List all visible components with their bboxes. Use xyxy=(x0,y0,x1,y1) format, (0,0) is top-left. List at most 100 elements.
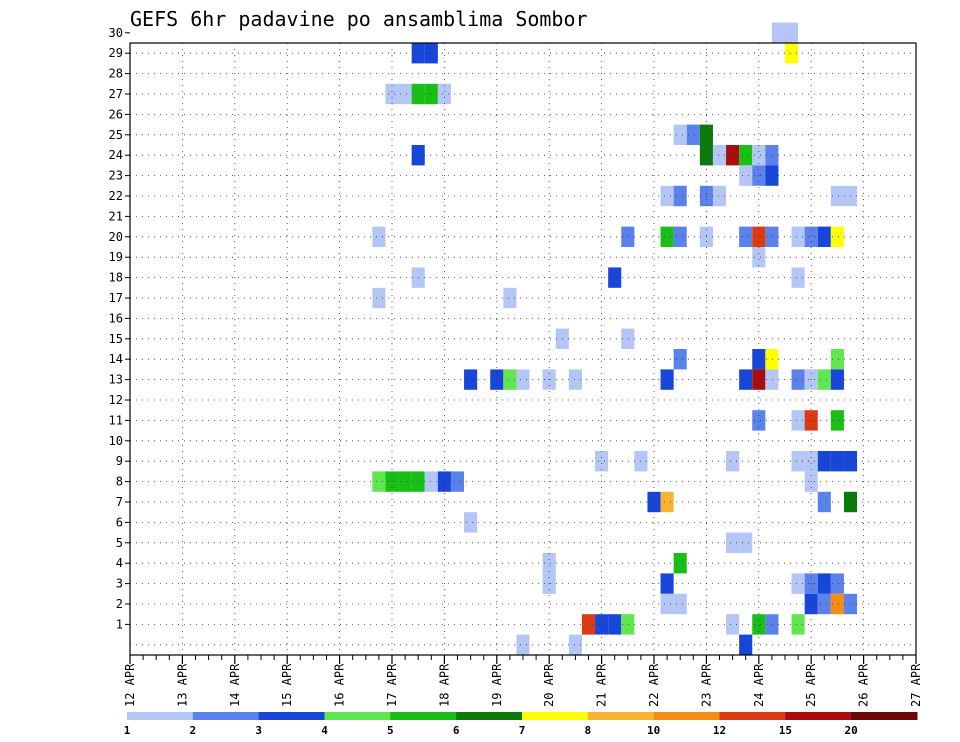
heatmap-cell xyxy=(817,226,831,247)
legend-swatch xyxy=(258,712,325,720)
heatmap-cell xyxy=(830,349,844,370)
heatmap-cell xyxy=(739,532,753,553)
heatmap-cell xyxy=(660,226,674,247)
heatmap-cell xyxy=(804,226,818,247)
y-tick-label: 20 xyxy=(109,230,123,244)
legend-swatch xyxy=(192,712,260,720)
y-axis: 1234567891011121314151617181920212223242… xyxy=(109,26,130,631)
heatmap-cell xyxy=(424,471,438,492)
legend-swatch xyxy=(785,712,852,720)
heatmap-cell xyxy=(830,573,844,594)
legend-swatch xyxy=(653,712,720,720)
y-tick-label: 3 xyxy=(116,577,123,591)
heatmap-cell xyxy=(752,614,766,635)
heatmap-cell xyxy=(503,369,517,390)
heatmap-cell xyxy=(621,226,635,247)
heatmap-cell xyxy=(739,165,753,186)
heatmap-cell xyxy=(385,83,399,105)
y-tick-label: 1 xyxy=(116,617,123,631)
legend-label: 2 xyxy=(190,724,197,737)
heatmap-cell xyxy=(673,593,687,615)
y-tick-label: 22 xyxy=(109,189,123,203)
legend-swatch xyxy=(719,712,786,720)
heatmap-cell xyxy=(765,145,779,166)
legend-label: 7 xyxy=(519,724,526,737)
legend-label: 8 xyxy=(585,724,592,737)
heatmap-cell xyxy=(464,369,478,390)
heatmap-cell xyxy=(817,451,831,472)
heatmap-cell xyxy=(424,83,438,105)
heatmap-cell xyxy=(595,614,609,635)
heatmap-cell xyxy=(660,185,674,207)
x-tick-label: 21 APR xyxy=(595,663,609,707)
heatmap-cell xyxy=(660,573,674,594)
x-tick-label: 26 APR xyxy=(857,663,871,707)
y-tick-label: 28 xyxy=(109,67,123,81)
heatmap-cell xyxy=(804,410,818,431)
heatmap-cell xyxy=(765,165,779,186)
heatmap-cell xyxy=(660,369,674,390)
heatmap-cell xyxy=(437,83,451,105)
y-tick-label: 18 xyxy=(109,271,123,285)
heatmap-cell xyxy=(712,185,727,207)
heatmap-cell xyxy=(372,226,386,247)
heatmap-cell xyxy=(712,145,727,166)
legend-label: 20 xyxy=(845,724,858,737)
heatmap-cell xyxy=(595,451,609,472)
x-tick-label: 13 APR xyxy=(175,663,189,707)
y-tick-label: 17 xyxy=(109,291,123,305)
x-tick-label: 24 APR xyxy=(752,663,766,707)
legend-swatch xyxy=(456,712,523,720)
y-tick-label: 19 xyxy=(109,250,123,264)
y-tick-label: 5 xyxy=(116,536,123,550)
y-tick-label: 6 xyxy=(116,515,123,529)
heatmap-cell xyxy=(830,369,844,390)
y-tick-label: 25 xyxy=(109,128,123,142)
heatmap-cell xyxy=(752,226,766,247)
heatmap-cell xyxy=(765,349,779,370)
heatmap-cell xyxy=(830,410,844,431)
legend-label: 12 xyxy=(713,724,726,737)
heatmap-cell xyxy=(752,145,766,166)
legend-label: 15 xyxy=(779,724,792,737)
legend-label: 10 xyxy=(647,724,660,737)
heatmap-cell xyxy=(372,471,386,492)
heatmap-cell xyxy=(568,369,582,390)
legend-swatch xyxy=(522,712,589,720)
heatmap-cell xyxy=(791,451,805,472)
y-tick-label: 12 xyxy=(109,393,123,407)
heatmap-cell xyxy=(660,593,674,615)
color-legend: 1 2 3 4 5 6 7 8 10 12 15 20 xyxy=(124,712,918,737)
heatmap-cell xyxy=(817,369,831,390)
x-tick-label: 22 APR xyxy=(647,663,661,707)
heatmap-cell xyxy=(830,451,844,472)
heatmap-cell xyxy=(830,226,844,247)
heatmap-cell xyxy=(817,593,831,615)
y-tick-label: 10 xyxy=(109,434,123,448)
chart-title: GEFS 6hr padavine po ansamblima Sombor xyxy=(130,7,588,31)
x-tick-label: 18 APR xyxy=(437,663,451,707)
legend-label: 3 xyxy=(255,724,262,737)
heatmap-cell xyxy=(372,287,386,309)
x-tick-label: 14 APR xyxy=(228,663,242,707)
x-tick-label: 27 APR xyxy=(909,663,923,707)
y-tick-label: 14 xyxy=(109,352,123,366)
heatmap-cell xyxy=(739,226,753,247)
heatmap-cell xyxy=(516,369,530,390)
x-tick-label: 16 APR xyxy=(333,663,347,707)
y-tick-label: 2 xyxy=(116,597,123,611)
heatmap-cell xyxy=(542,553,556,574)
heatmap-cell xyxy=(791,573,805,594)
y-tick-label: 23 xyxy=(109,169,123,183)
heatmap-cell xyxy=(726,145,740,166)
heatmap-cell xyxy=(791,410,805,431)
legend-swatch xyxy=(127,712,194,720)
heatmap-cell xyxy=(726,451,740,472)
heatmap-cell xyxy=(817,573,831,594)
heatmap-cell xyxy=(424,43,438,64)
heatmap-cell xyxy=(726,532,740,553)
heatmap-cells xyxy=(372,22,858,655)
heatmap-cell xyxy=(568,634,582,655)
heatmap-cell xyxy=(739,634,753,655)
legend-swatch xyxy=(324,712,391,720)
